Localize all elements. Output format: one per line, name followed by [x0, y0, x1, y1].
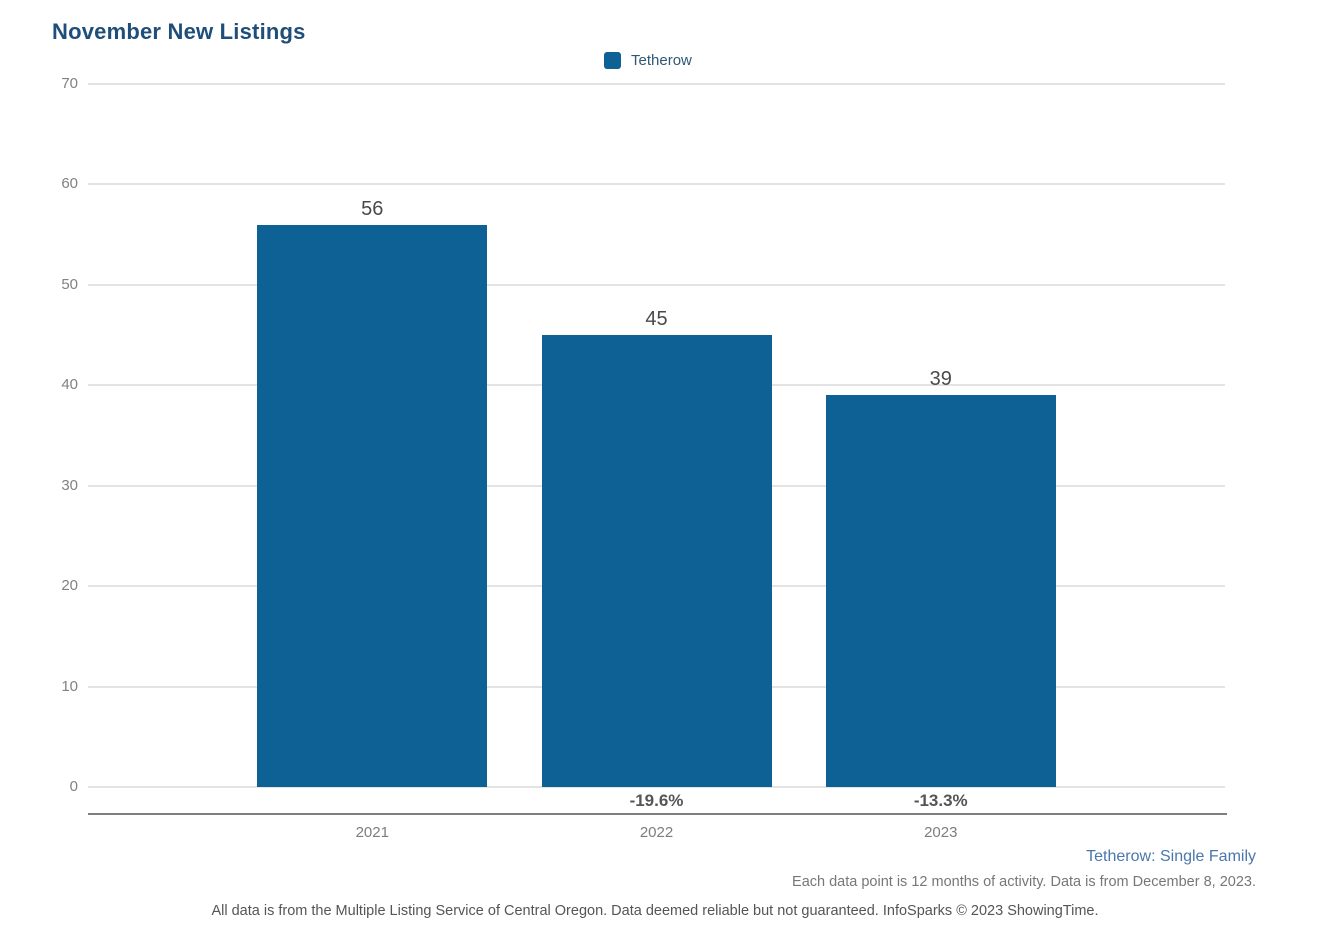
bar-2021[interactable] [257, 224, 488, 787]
chart-title: November New Listings [52, 19, 306, 44]
y-axis-tick-label: 70 [61, 75, 78, 92]
y-axis-tick-label: 30 [61, 476, 78, 494]
gridline [88, 786, 1225, 788]
y-axis-tick-label: 50 [61, 275, 78, 293]
y-axis-tick-label: 40 [61, 376, 78, 394]
data-period-note: Each data point is 12 months of activity… [792, 874, 1256, 890]
y-axis-tick-label: 20 [61, 577, 78, 595]
series-filter-note: Tetherow: Single Family [1086, 848, 1256, 865]
y-axis-tick-label: 60 [61, 175, 78, 193]
pct-change-label: -19.6% [629, 791, 684, 810]
x-axis-tick-label: 2021 [355, 824, 389, 841]
bar-value-label: 56 [361, 197, 384, 220]
legend-swatch-icon [604, 52, 621, 69]
bar-value-label: 45 [645, 308, 668, 331]
x-axis-tick-label: 2023 [924, 824, 958, 841]
bar-2022[interactable] [541, 335, 772, 787]
bar-value-label: 39 [929, 368, 952, 391]
legend-label: Tetherow [631, 52, 692, 69]
x-axis-line [88, 813, 1227, 815]
pct-change-label: -13.3% [913, 791, 968, 810]
gridline [88, 83, 1225, 85]
y-axis-tick-label: 0 [69, 778, 78, 795]
disclaimer-text: All data is from the Multiple Listing Se… [211, 903, 1099, 919]
bar-2023[interactable] [825, 395, 1056, 787]
x-axis-tick-label: 2022 [639, 824, 674, 841]
legend-item-tetherow[interactable]: Tetherow [604, 52, 692, 69]
gridline [88, 283, 1225, 286]
y-axis-tick-label: 10 [61, 677, 78, 695]
gridline [88, 183, 1225, 186]
